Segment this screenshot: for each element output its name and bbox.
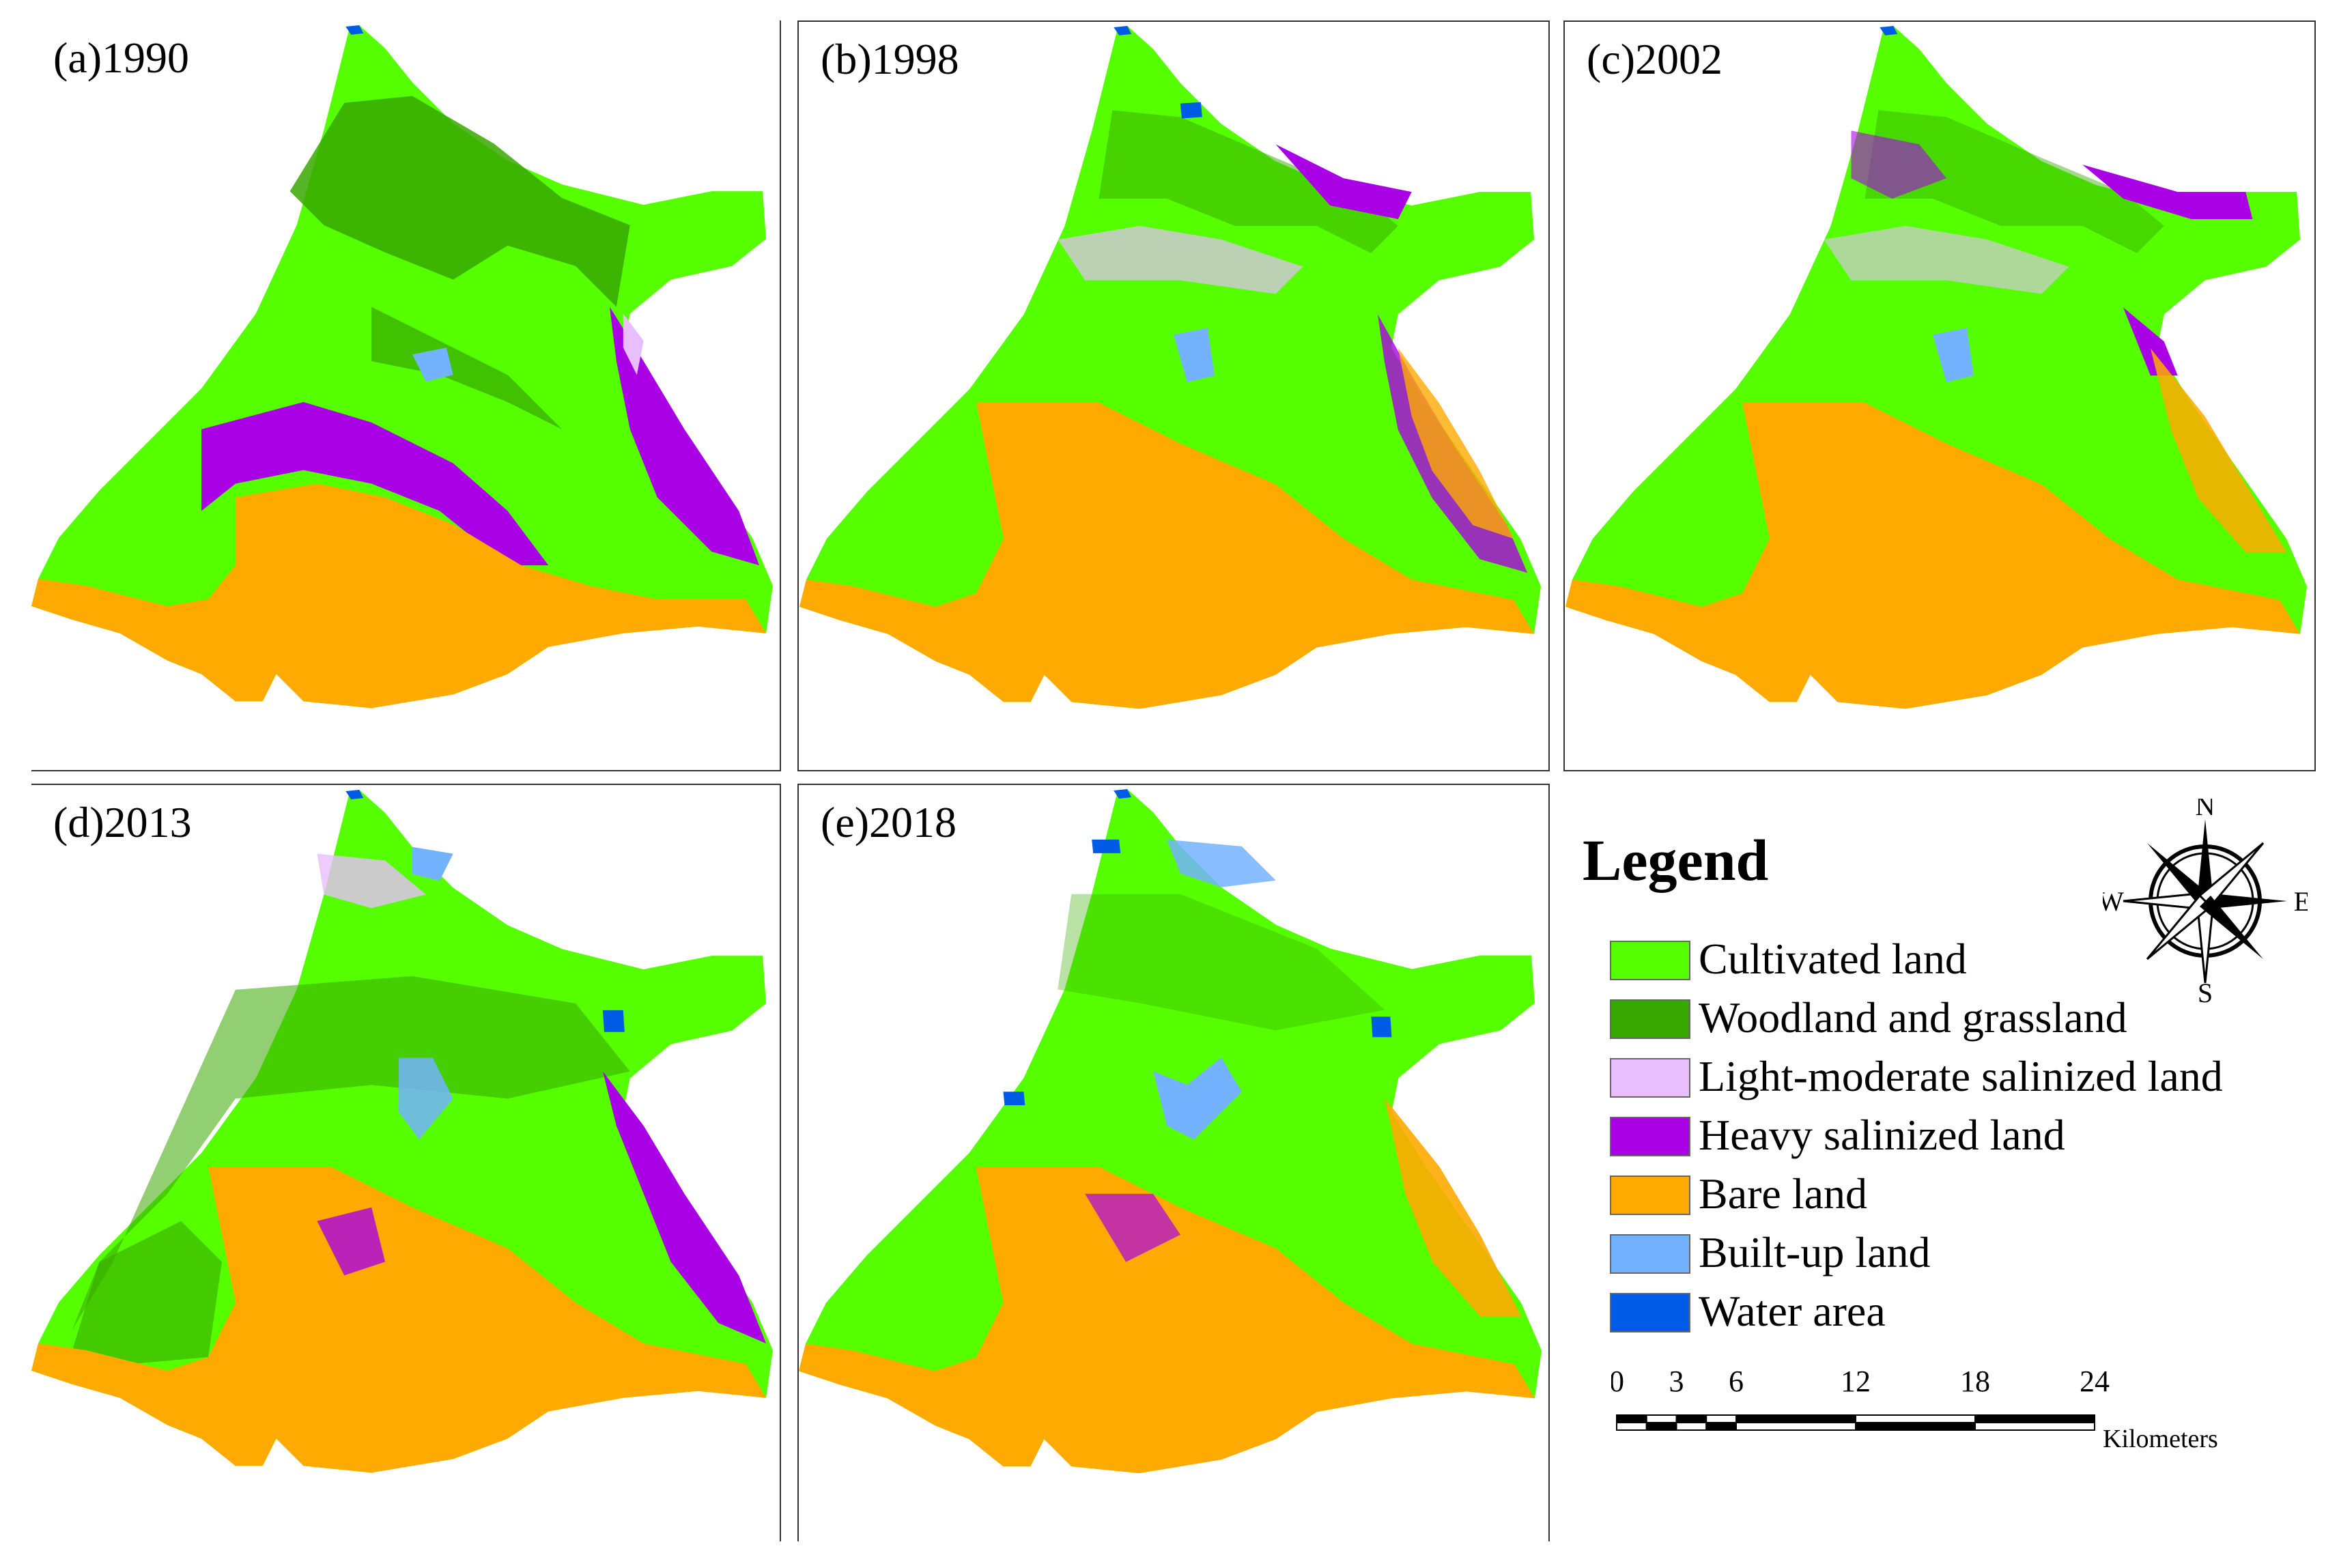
compass-s: S [2198,978,2213,1003]
land-use-map-1990 [31,25,774,709]
land-use-map-2018 [799,788,1542,1474]
scale-tick-label: 12 [1841,1365,1871,1398]
scale-segment [1616,1422,1647,1431]
scale-segment [1645,1414,1677,1423]
scale-bar: 0 3 6 12 18 24 Kilometers [1611,1365,2218,1453]
panel-label: (a)1990 [53,33,190,82]
scale-tick-label: 6 [1729,1365,1744,1398]
scale-tick-label: 18 [1960,1365,1990,1398]
legend-label: Water area [1699,1287,1886,1335]
scale-tick-label: 3 [1669,1365,1684,1398]
legend-swatch [1610,1175,1690,1215]
scale-segment [1855,1422,1976,1431]
scale-segment [1735,1414,1856,1423]
scale-segment [1855,1414,1976,1423]
legend-label: Light-moderate salinized land [1699,1052,2223,1100]
scale-segment [1675,1422,1707,1431]
map-panel-2013: (d)2013 [31,784,781,1541]
legend-swatch [1610,1117,1690,1156]
scale-tick-label: 0 [1611,1365,1624,1398]
legend-swatch [1610,1293,1690,1332]
scale-segment [1705,1422,1737,1431]
panel-label: (b)1998 [821,35,959,83]
map-panel-1998: (b)1998 [797,20,1550,771]
scale-segment [1974,1422,2095,1431]
map-panel-2002: (c)2002 [1563,20,2316,771]
legend-title: Legend [1583,827,1769,893]
scale-segment [1675,1414,1707,1423]
legend-label: Cultivated land [1699,935,1967,983]
legend-swatch [1610,1058,1690,1098]
map-panel-1990: (a)1990 [31,20,781,771]
legend-swatch [1610,1234,1690,1274]
scale-segment [1645,1422,1677,1431]
scale-segment [1616,1414,1647,1423]
compass-n: N [2196,799,2215,821]
legend-label: Bare land [1699,1169,1867,1218]
scale-segment [1974,1414,2095,1423]
scale-tick-label: 24 [2080,1365,2110,1398]
legend-label: Heavy salinized land [1699,1111,2065,1159]
map-legend: Legend N S W E Cultivated land Woodland … [1563,784,2316,1541]
map-panel-2018: (e)2018 [797,784,1550,1541]
scale-segment [1735,1422,1856,1431]
legend-label: Woodland and grassland [1699,993,2127,1042]
legend-swatch [1610,941,1690,980]
land-use-map-2013 [31,789,774,1473]
legend-label: Built-up land [1699,1228,1931,1277]
scale-segments [1616,1414,2095,1431]
compass-e: E [2294,886,2308,917]
panel-label: (e)2018 [821,798,957,846]
land-use-map-2002 [1565,25,2308,709]
compass-w: W [2103,886,2124,917]
land-use-map-1998 [799,25,1542,709]
panel-label: (c)2002 [1587,35,1723,83]
legend-swatch [1610,999,1690,1039]
scale-tick-labels: 0 3 6 12 18 24 [1611,1365,2110,1398]
panel-label: (d)2013 [53,798,192,846]
scale-segment [1705,1414,1737,1423]
scale-unit-label: Kilometers [2103,1425,2218,1453]
compass-rose-icon: N S W E [2103,799,2308,1003]
